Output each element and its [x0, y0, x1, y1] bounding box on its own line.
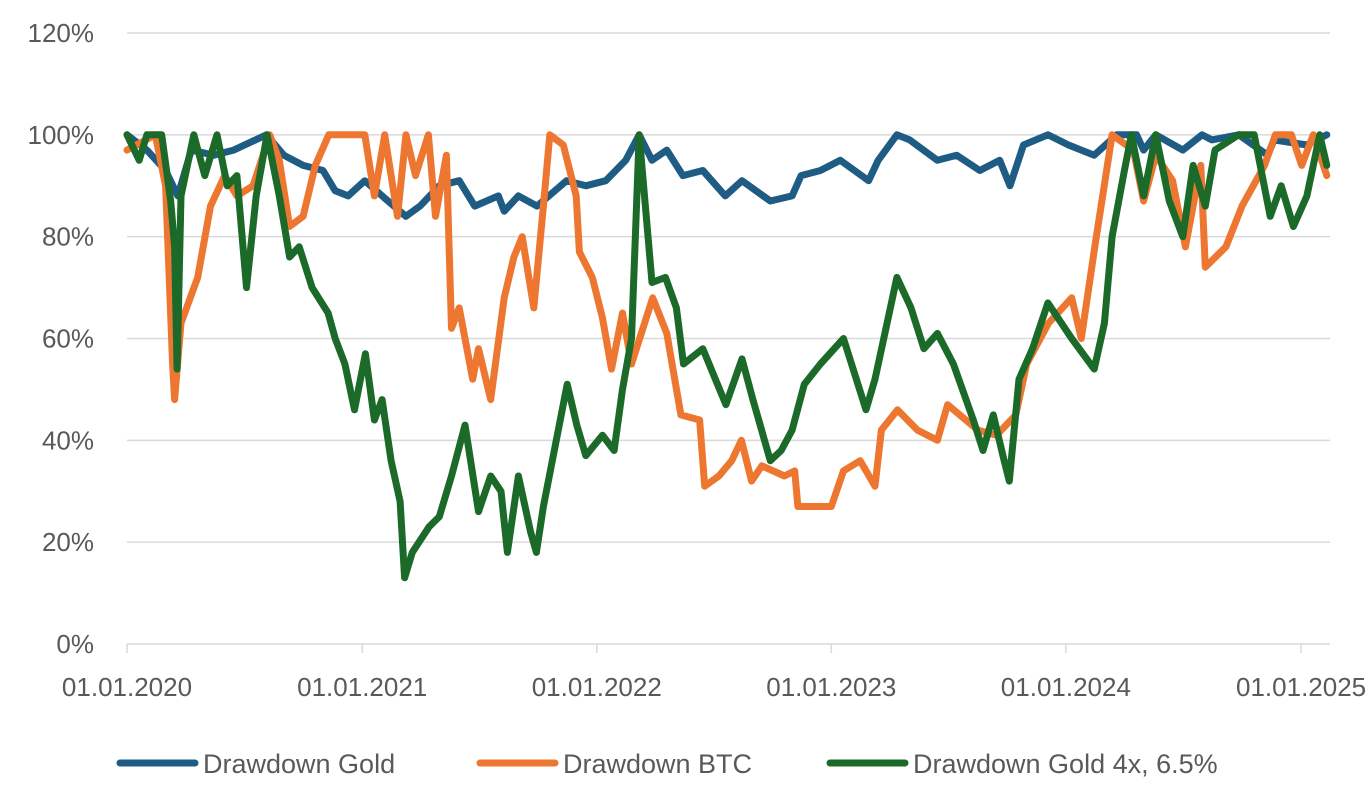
- series-line-gold: [123, 131, 1331, 220]
- y-tick-label: 80%: [42, 222, 94, 252]
- y-tick-label: 60%: [42, 324, 94, 354]
- x-tick-label: 01.01.2022: [532, 672, 662, 702]
- y-tick-label: 100%: [28, 120, 95, 150]
- x-tick-label: 01.01.2025: [1236, 672, 1366, 702]
- x-tick-label: 01.01.2021: [297, 672, 427, 702]
- y-tick-label: 20%: [42, 527, 94, 557]
- series-lines: [123, 131, 1331, 582]
- legend-label: Drawdown BTC: [563, 749, 752, 779]
- y-axis-tick-labels: 0% 20% 40% 60% 80% 100% 120%: [28, 18, 95, 659]
- x-axis-tick-labels: 01.01.2020 01.01.2021 01.01.2022 01.01.2023…: [62, 672, 1366, 702]
- y-tick-label: 120%: [28, 18, 95, 48]
- legend-label: Drawdown Gold 4x, 6.5%: [913, 749, 1218, 779]
- y-tick-label: 0%: [56, 629, 94, 659]
- x-tick-label: 01.01.2020: [62, 672, 192, 702]
- y-tick-label: 40%: [42, 425, 94, 455]
- x-tick-label: 01.01.2023: [766, 672, 896, 702]
- series-line-gold-4x: [123, 131, 1331, 582]
- legend-label: Drawdown Gold: [203, 749, 395, 779]
- x-axis: [126, 643, 1330, 653]
- series-line-btc: [123, 131, 1331, 510]
- legend: Drawdown Gold Drawdown BTC Drawdown Gold 4…: [116, 749, 1218, 779]
- x-tick-label: 01.01.2024: [1001, 672, 1131, 702]
